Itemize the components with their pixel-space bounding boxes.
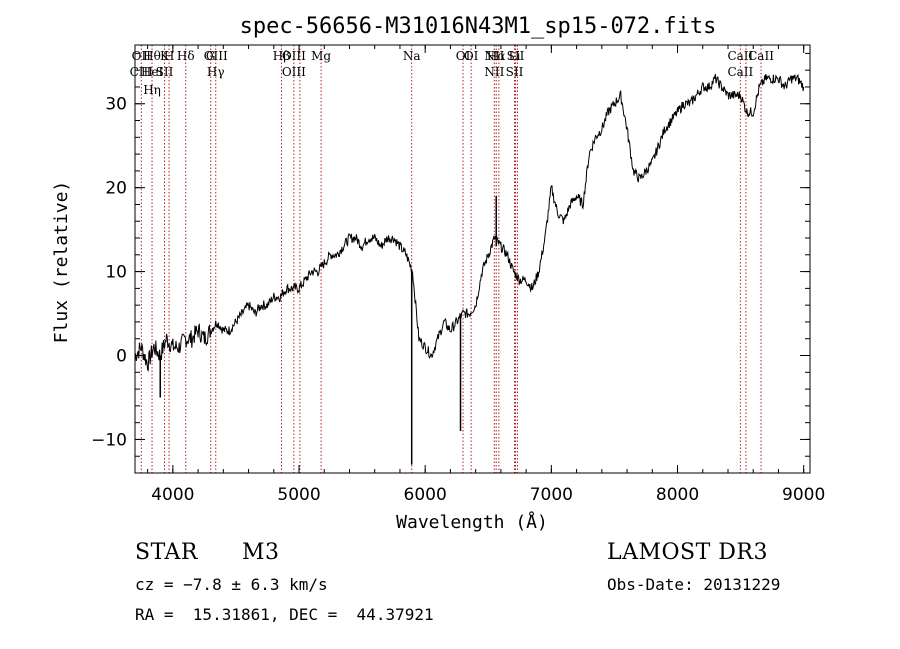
line-marker-label: Hη (143, 83, 161, 97)
absorption-features (159, 196, 497, 465)
x-tick-label: 6000 (404, 485, 447, 505)
spectrum-line (134, 73, 805, 372)
line-marker-label: NII (484, 65, 504, 79)
x-tick-label: 9000 (782, 485, 825, 505)
object-class: STAR (135, 540, 198, 565)
line-marker-label: CaII (727, 49, 753, 63)
line-marker-label: OIII (282, 49, 306, 63)
line-marker-label: CaII (727, 65, 753, 79)
line-marker-label: SII (507, 49, 525, 63)
observation-date: Obs-Date: 20131229 (607, 575, 781, 594)
line-marker-label: OIII (282, 65, 306, 79)
line-marker-label: Hα (487, 49, 506, 63)
line-marker-label: NII (484, 49, 504, 63)
redshift-cz: cz = −7.8 ± 6.3 km/s (135, 575, 328, 594)
y-axis-label: Flux (relative) (51, 181, 72, 344)
chart-title: spec-56656-M31016N43M1_sp15-072.fits (240, 14, 717, 39)
line-marker-label: HeI (141, 65, 164, 79)
coordinates: RA = 15.31861, DEC = 44.37921 (135, 605, 434, 624)
line-marker-label: Hβ (273, 49, 290, 63)
line-marker-label: Mg (311, 49, 331, 63)
line-marker-label: Hδ (177, 49, 195, 63)
y-axis-ticks: −10 0 10 20 30 (91, 52, 810, 474)
y-tick-label: 30 (105, 95, 127, 115)
line-marker-label: SII (156, 65, 174, 79)
y-tick-label: 10 (105, 263, 127, 283)
x-tick-label: 7000 (530, 485, 573, 505)
line-marker-label: OII (132, 49, 152, 63)
x-axis-label: Wavelength (Å) (396, 511, 548, 533)
line-marker-label: OIII (204, 49, 228, 63)
line-marker-label: K (160, 49, 170, 63)
line-markers (140, 45, 762, 473)
x-tick-label: 5000 (277, 485, 320, 505)
line-marker-label: H (164, 49, 174, 63)
x-tick-label: 4000 (151, 485, 194, 505)
line-marker-label: G (206, 49, 216, 63)
line-marker-label: SII (506, 65, 524, 79)
object-subclass: M3 (242, 540, 280, 565)
y-tick-label: 0 (116, 347, 127, 367)
line-marker-label: OI (456, 49, 471, 63)
survey-name: LAMOST DR3 (607, 540, 768, 565)
x-axis-ticks: 4000 5000 6000 7000 8000 9000 (147, 45, 825, 505)
line-marker-label: OI (464, 49, 479, 63)
y-tick-label: 20 (105, 179, 127, 199)
line-marker-label: CaII (748, 49, 774, 63)
line-marker-label: Hθ (143, 49, 161, 63)
line-marker-label: CIII (130, 65, 154, 79)
x-tick-label: 8000 (656, 485, 699, 505)
line-marker-label: Li (509, 49, 521, 63)
y-tick-label: −10 (91, 430, 127, 450)
plot-frame (134, 44, 811, 474)
line-marker-label: Hγ (207, 65, 225, 79)
line-marker-label: Na (403, 49, 421, 63)
